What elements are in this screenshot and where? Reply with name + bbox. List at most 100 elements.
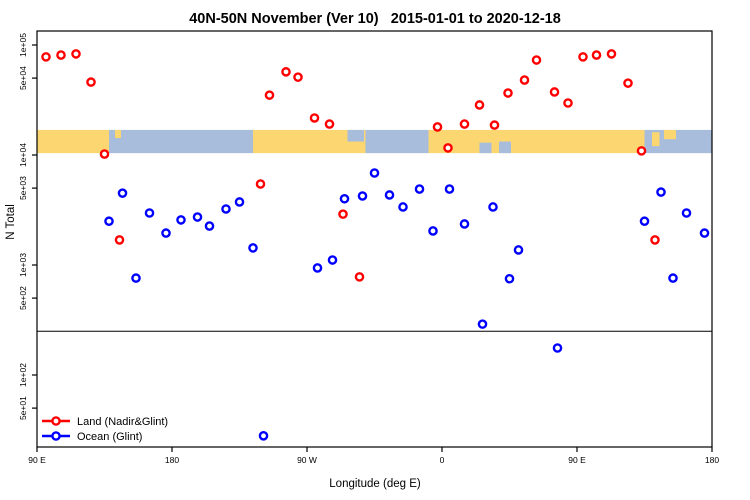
data-point-land — [86, 77, 96, 87]
map-land-patch — [652, 132, 660, 147]
data-point-land — [578, 52, 588, 62]
data-point-land — [443, 143, 453, 153]
data-point-ocean — [384, 190, 395, 200]
data-point-ocean — [414, 184, 425, 194]
data-point-ocean — [248, 243, 258, 253]
data-point-ocean — [161, 228, 171, 238]
map-land-segment — [428, 129, 645, 154]
data-point-ocean — [398, 202, 408, 212]
data-point-land — [255, 179, 266, 189]
map-ocean-segment — [109, 129, 253, 154]
data-point-ocean — [552, 343, 563, 353]
map-land-patch — [664, 129, 676, 140]
data-point-land — [531, 55, 542, 65]
data-point-land — [71, 49, 81, 59]
legend-label: Ocean (Glint) — [77, 431, 142, 443]
data-point-ocean — [104, 216, 114, 227]
data-points — [41, 49, 710, 441]
y-tick-label: 1e+02 — [18, 363, 28, 387]
data-point-land — [354, 272, 365, 282]
map-ocean-patch — [347, 129, 364, 142]
data-point-land — [650, 235, 660, 245]
map-ocean-segment — [365, 129, 429, 154]
data-point-ocean — [176, 215, 186, 225]
data-point-ocean — [312, 263, 323, 273]
data-point-ocean — [369, 168, 380, 178]
legend-label: Land (Nadir&Glint) — [77, 416, 168, 428]
data-point-land — [519, 75, 530, 85]
data-point-land — [114, 235, 125, 245]
legend: Land (Nadir&Glint) Ocean (Glint) — [42, 416, 168, 443]
data-point-land — [324, 119, 335, 129]
data-point-land — [623, 78, 633, 88]
y-tick-label: 5e+04 — [18, 66, 28, 90]
map-land-patch — [115, 129, 121, 139]
data-point-ocean — [327, 255, 338, 265]
data-point-ocean — [234, 197, 245, 207]
data-point-land — [99, 149, 110, 159]
data-point-land — [636, 146, 647, 156]
data-point-ocean — [488, 202, 498, 212]
data-point-ocean — [459, 219, 470, 229]
data-point-land — [563, 98, 573, 108]
map-ocean-patch — [479, 142, 492, 154]
data-point-ocean — [204, 221, 215, 231]
data-point-land — [591, 50, 602, 60]
data-point-land — [281, 67, 291, 77]
data-point-ocean — [357, 191, 368, 201]
data-point-ocean — [477, 319, 488, 329]
data-point-ocean — [144, 208, 155, 218]
y-axis-title: N Total — [5, 204, 17, 240]
chart-title: 40N-50N November (Ver 10) 2015-01-01 to … — [189, 11, 561, 27]
data-point-ocean — [192, 212, 203, 222]
map-ocean-patch — [499, 141, 511, 154]
data-point-ocean — [699, 228, 710, 238]
data-point-land — [432, 122, 443, 132]
data-point-ocean — [339, 193, 350, 204]
x-tick-label: 180 — [705, 455, 719, 465]
x-tick-label: 0 — [440, 455, 445, 465]
y-tick-label: 5e+01 — [18, 396, 28, 420]
map-ocean-segment — [644, 129, 712, 154]
x-tick-label: 90 E — [28, 455, 46, 465]
y-tick-label: 1e+04 — [18, 143, 28, 167]
map-land-segment — [253, 129, 366, 154]
data-point-land — [56, 50, 66, 60]
x-tick-label: 90 W — [297, 455, 317, 465]
map-land-segment — [37, 129, 109, 154]
map-strip — [37, 129, 712, 154]
data-point-ocean — [131, 273, 141, 283]
data-point-ocean — [513, 245, 524, 255]
data-point-land — [293, 72, 303, 82]
data-point-land — [338, 209, 348, 219]
data-point-land — [474, 100, 485, 110]
data-point-land — [264, 90, 275, 100]
legend-symbol-land — [51, 416, 61, 426]
y-tick-label: 5e+02 — [18, 286, 28, 310]
y-tick-label: 1e+05 — [18, 33, 28, 57]
data-point-ocean — [444, 184, 455, 194]
x-tick-label: 180 — [165, 455, 179, 465]
data-point-land — [459, 119, 470, 129]
y-tick-label: 5e+03 — [18, 176, 28, 200]
data-point-ocean — [639, 216, 650, 227]
data-point-land — [489, 120, 500, 130]
data-point-ocean — [428, 226, 438, 236]
plot-frame — [36, 30, 713, 448]
data-point-ocean — [668, 273, 678, 283]
y-tick-label: 1e+03 — [18, 253, 28, 277]
data-point-ocean — [504, 273, 515, 284]
data-point-land — [606, 49, 617, 59]
data-point-land — [549, 87, 560, 97]
x-tick-label: 90 E — [568, 455, 586, 465]
data-point-ocean — [221, 204, 231, 214]
data-point-ocean — [117, 188, 128, 198]
data-point-ocean — [258, 431, 269, 441]
data-point-land — [41, 52, 51, 62]
data-point-land — [503, 88, 513, 98]
data-point-ocean — [681, 208, 692, 218]
data-point-ocean — [656, 187, 666, 197]
axes: 1e+05 5e+04 1e+04 5e+03 1e+03 5e+02 1e+02 5e+01… — [18, 30, 719, 465]
